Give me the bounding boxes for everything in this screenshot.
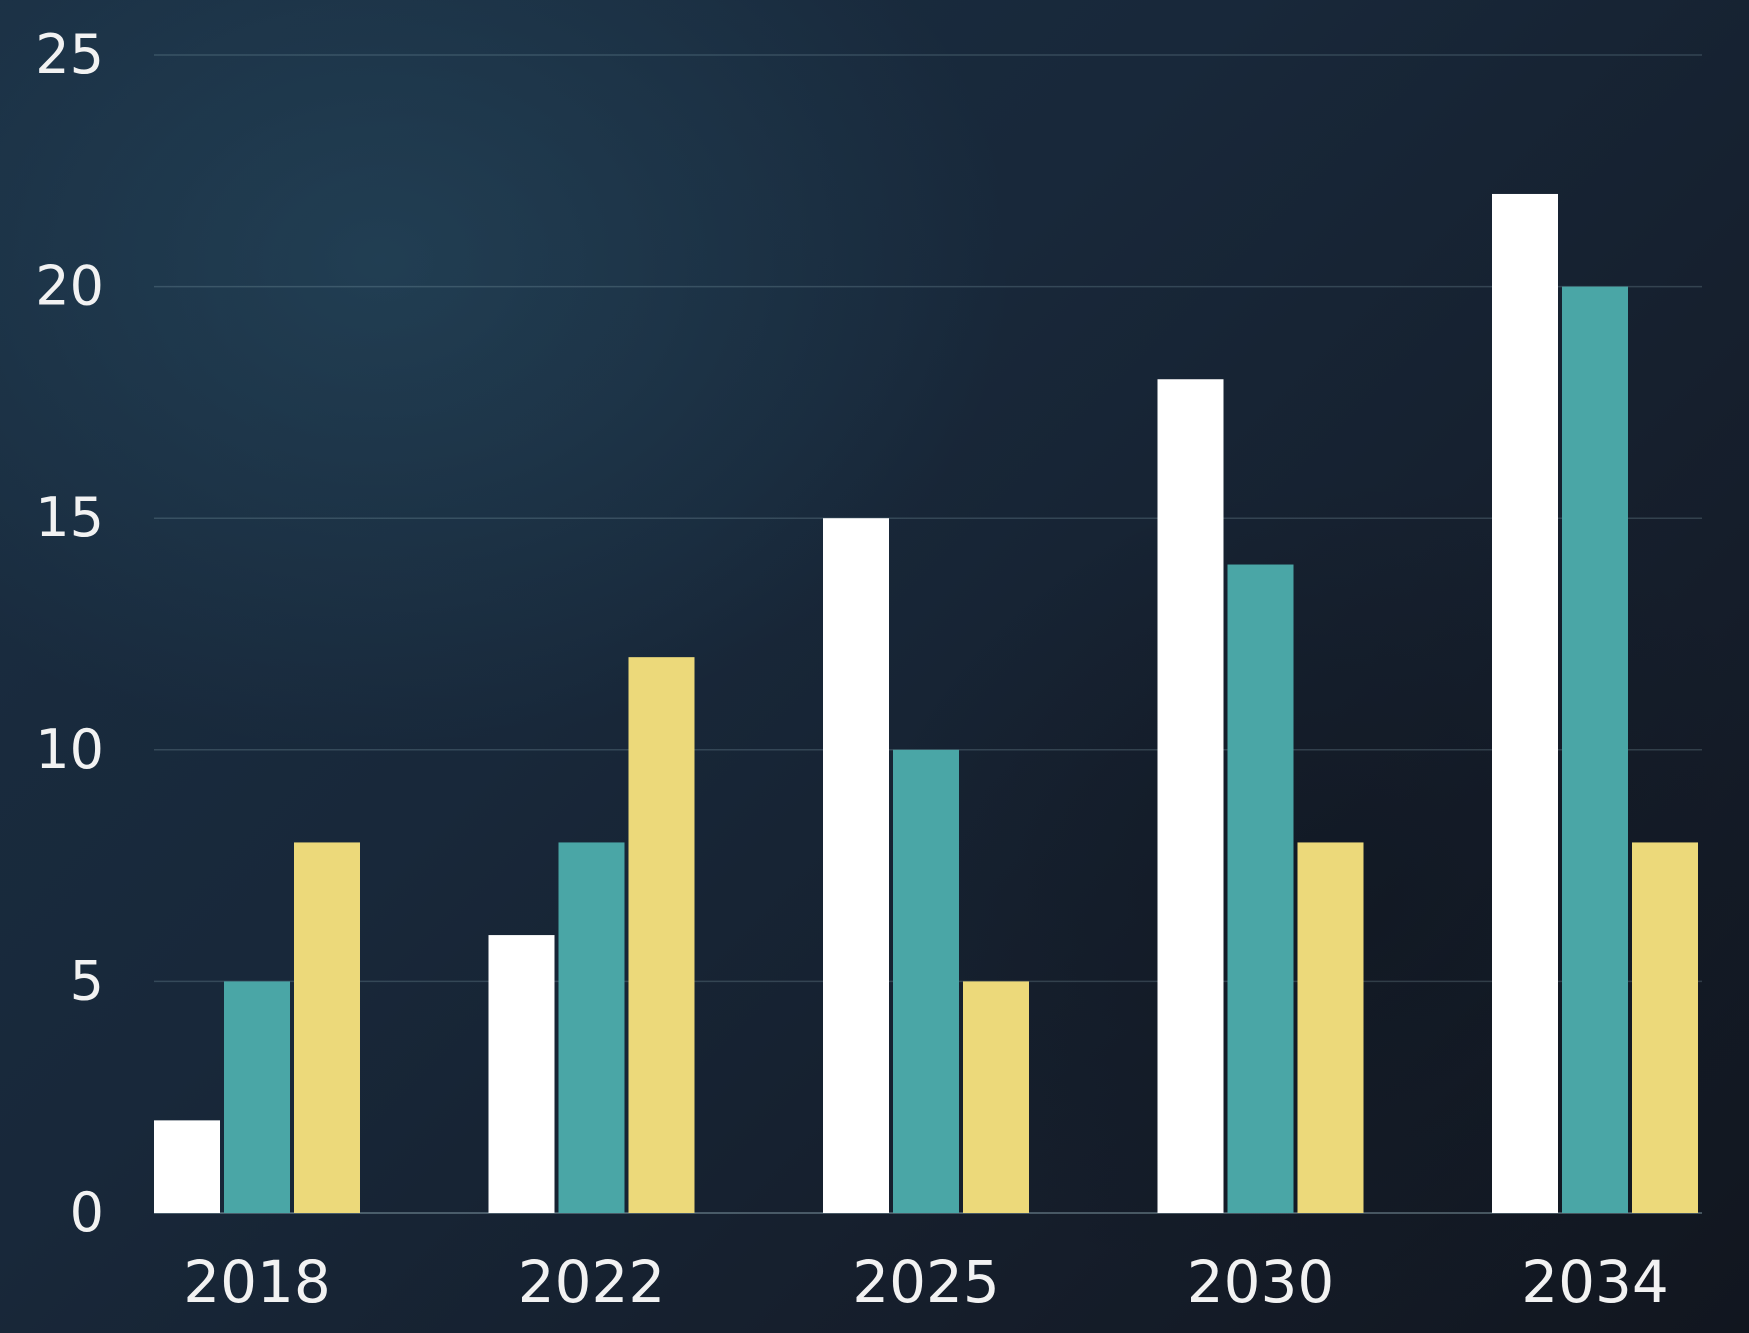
bar-2034-series-3 (1632, 842, 1698, 1213)
y-tick-label: 0 (70, 1181, 104, 1244)
bar-2025-series-3 (963, 981, 1029, 1213)
x-tick-label: 2034 (1521, 1248, 1669, 1316)
bars (154, 193, 1698, 1214)
bar-2022-series-2 (558, 842, 625, 1213)
y-tick-label: 25 (35, 23, 104, 86)
bar-2034-series-2 (1562, 286, 1628, 1214)
y-tick-label: 20 (35, 255, 104, 318)
x-axis-ticks: 2018 2022 2025 2030 2034 (183, 1248, 1669, 1316)
bar-2030-series-3 (1297, 842, 1364, 1213)
bar-2018-series-2 (224, 981, 290, 1213)
bar-2022-series-1 (488, 935, 555, 1213)
y-axis-ticks: 0 5 10 15 20 25 (35, 23, 104, 1244)
x-tick-label: 2030 (1187, 1248, 1335, 1316)
x-tick-label: 2025 (852, 1248, 1000, 1316)
y-tick-label: 15 (35, 486, 104, 549)
y-tick-label: 10 (35, 718, 104, 781)
bar-2025-series-2 (893, 749, 959, 1213)
bar-2018-series-1 (154, 1120, 220, 1213)
bar-2022-series-3 (628, 657, 695, 1213)
bar-2030-series-2 (1227, 564, 1294, 1213)
bar-2025-series-1 (823, 518, 889, 1213)
x-tick-label: 2018 (183, 1248, 331, 1316)
bar-2030-series-1 (1157, 379, 1224, 1213)
bar-2034-series-1 (1492, 193, 1558, 1213)
y-tick-label: 5 (70, 949, 104, 1012)
x-tick-label: 2022 (518, 1248, 666, 1316)
bar-2018-series-3 (294, 842, 360, 1213)
